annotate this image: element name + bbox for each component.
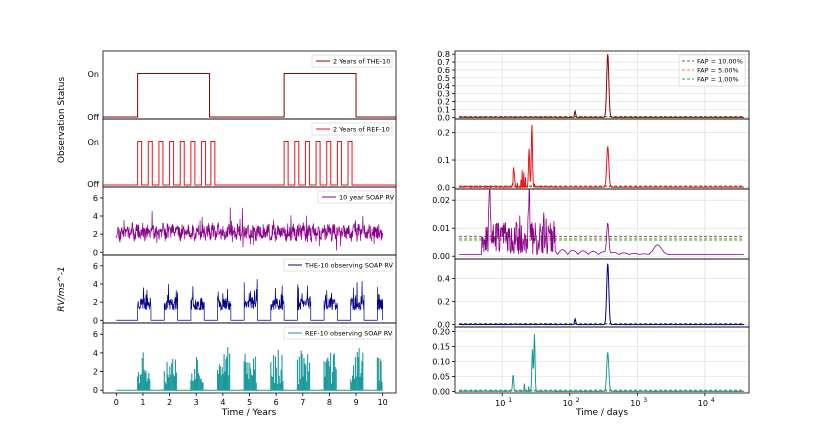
- series-ref10-periodogram: [458, 124, 745, 189]
- ytick-label: 0.10: [432, 358, 450, 367]
- legend: 2 Years of REF-10: [311, 122, 393, 136]
- xtick-label: 2: [167, 398, 172, 407]
- xlabel-years: Time / Years: [221, 408, 277, 418]
- legend-label: 2 Years of THE-10: [333, 58, 390, 66]
- series-ref10-soap-rv: [116, 347, 383, 391]
- xtick-label: 9: [353, 398, 358, 407]
- xtick-label: 1: [140, 398, 145, 407]
- panel-right-4: 0.0 0.2 0.4: [437, 258, 750, 330]
- ytick-label: 0.00: [432, 388, 450, 397]
- legend-label: REF-10 observing SOAP RV: [305, 330, 393, 338]
- xtick-label: 6: [274, 398, 279, 407]
- ytick-label: 0.1: [437, 156, 450, 165]
- series-the10-status: [103, 72, 396, 118]
- ytick-label: 0.4: [437, 82, 450, 91]
- ytick-label: 0.0: [437, 113, 450, 122]
- ytick-label: 0.00: [432, 252, 450, 261]
- xtick-label: 0: [114, 398, 119, 407]
- series-the10-soap-rv: [116, 279, 384, 321]
- ytick-label: 0.6: [437, 66, 450, 75]
- ytick-label: 0.7: [437, 58, 450, 67]
- ytick-label: 0.2: [437, 129, 450, 138]
- ytick-label: 2: [93, 298, 98, 307]
- xtick-label: 4: [220, 398, 225, 407]
- ytick-label: 0: [93, 248, 98, 257]
- xtick-exponent: 1: [508, 397, 512, 404]
- xtick-exponent: 4: [711, 397, 715, 404]
- ytick-label: 0.2: [437, 98, 450, 107]
- ytick-label: 0.15: [432, 343, 450, 352]
- series-ref10-soap-periodogram: [458, 334, 745, 393]
- legend-label: 10 year SOAP RV: [339, 194, 395, 202]
- ytick-label: On: [88, 138, 99, 147]
- ytick-label: On: [88, 70, 99, 79]
- ytick-label: 0.0: [437, 183, 450, 192]
- legend-label: FAP = 5.00%: [697, 67, 739, 75]
- legend: FAP = 10.00% FAP = 5.00% FAP = 1.00%: [678, 54, 746, 87]
- series-the10-soap-periodogram: [458, 263, 745, 326]
- panel-right-2: 0.0 0.1 0.2: [437, 118, 750, 192]
- xtick-label: 10: [495, 399, 505, 408]
- legend-label: FAP = 1.00%: [697, 76, 739, 84]
- panel-left-2: On Off 2 Years of REF-10: [87, 118, 397, 189]
- ytick-label: 6: [93, 330, 98, 339]
- ytick-label: Off: [87, 180, 99, 189]
- ytick-label: 4: [93, 349, 98, 358]
- xtick-label: 10: [378, 398, 388, 407]
- legend-label: FAP = 10.00%: [697, 58, 743, 66]
- ytick-label: 6: [93, 194, 98, 203]
- ytick-label: 0.4: [437, 275, 450, 284]
- legend-label: THE-10 observing SOAP RV: [304, 262, 393, 270]
- ylabel-rv: RV/ms^-1: [57, 266, 67, 311]
- ytick-label: 4: [93, 280, 98, 289]
- xlabel-days: Time / days: [575, 408, 628, 418]
- xtick-label: 10: [630, 399, 640, 408]
- xtick-label: 8: [327, 398, 332, 407]
- panel-left-1: On Off 2 Years of THE-10: [87, 50, 397, 122]
- xtick-label: 10: [563, 399, 573, 408]
- ytick-label: 0.8: [437, 50, 450, 59]
- series-soap-rv: [115, 207, 384, 251]
- series-soap-periodogram: [459, 188, 745, 256]
- xtick-exponent: 3: [643, 397, 647, 404]
- legend-label: 2 Years of REF-10: [333, 126, 390, 134]
- ytick-label: 0.02: [432, 196, 450, 205]
- legend: REF-10 observing SOAP RV: [283, 326, 393, 340]
- ytick-label: 0.0: [437, 321, 450, 330]
- ytick-label: 0.01: [432, 224, 450, 233]
- legend: THE-10 observing SOAP RV: [283, 258, 393, 272]
- series-ref10-status: [103, 140, 396, 186]
- xtick-label: 5: [247, 398, 252, 407]
- ylabel-rv-text: RV/ms^-1: [57, 266, 67, 311]
- panel-right-5: 0.000.050.100.150.20 10 1 10 2 10 3 10 4: [432, 326, 750, 408]
- ytick-label: 0.3: [437, 90, 450, 99]
- ytick-label: 4: [93, 212, 98, 221]
- ytick-label: 2: [93, 230, 98, 239]
- ylabel-observation-status: Observation Status: [57, 77, 67, 164]
- ytick-label: 0.5: [437, 74, 450, 83]
- legend: 2 Years of THE-10: [311, 54, 393, 68]
- panel-left-3: 0 2 4 6 10 year SOAP RV: [93, 186, 397, 257]
- ytick-label: 0.1: [437, 106, 450, 115]
- ytick-label: 0: [93, 316, 98, 325]
- ytick-label: 0.2: [437, 298, 450, 307]
- panel-right-1: 0.00.10.20.30.40.50.60.70.8 FAP = 10.00%…: [437, 50, 750, 122]
- ytick-label: Off: [87, 113, 99, 122]
- axes-frame: [454, 326, 750, 394]
- series-the10-periodogram: [459, 54, 745, 118]
- ytick-label: 2: [93, 368, 98, 377]
- ytick-label: 0: [93, 386, 98, 395]
- legend: 10 year SOAP RV: [317, 190, 395, 204]
- xtick-label: 7: [300, 398, 305, 407]
- xtick-label: 10: [698, 399, 708, 408]
- xtick-label: 3: [194, 398, 199, 407]
- ytick-label: 0.05: [432, 373, 450, 382]
- ytick-label: 6: [93, 262, 98, 271]
- panel-right-3: 0.00 0.01 0.02: [432, 188, 750, 261]
- panel-left-4: 0 2 4 6 THE-10 observing SOAP RV: [93, 254, 397, 325]
- panel-left-5: 0 2 4 6 0 1 2 3 4 5 6 7 8 9 10 REF-10 observing SOAP …: [93, 322, 397, 407]
- ytick-label: 0.20: [432, 328, 450, 337]
- xtick-exponent: 2: [576, 397, 580, 404]
